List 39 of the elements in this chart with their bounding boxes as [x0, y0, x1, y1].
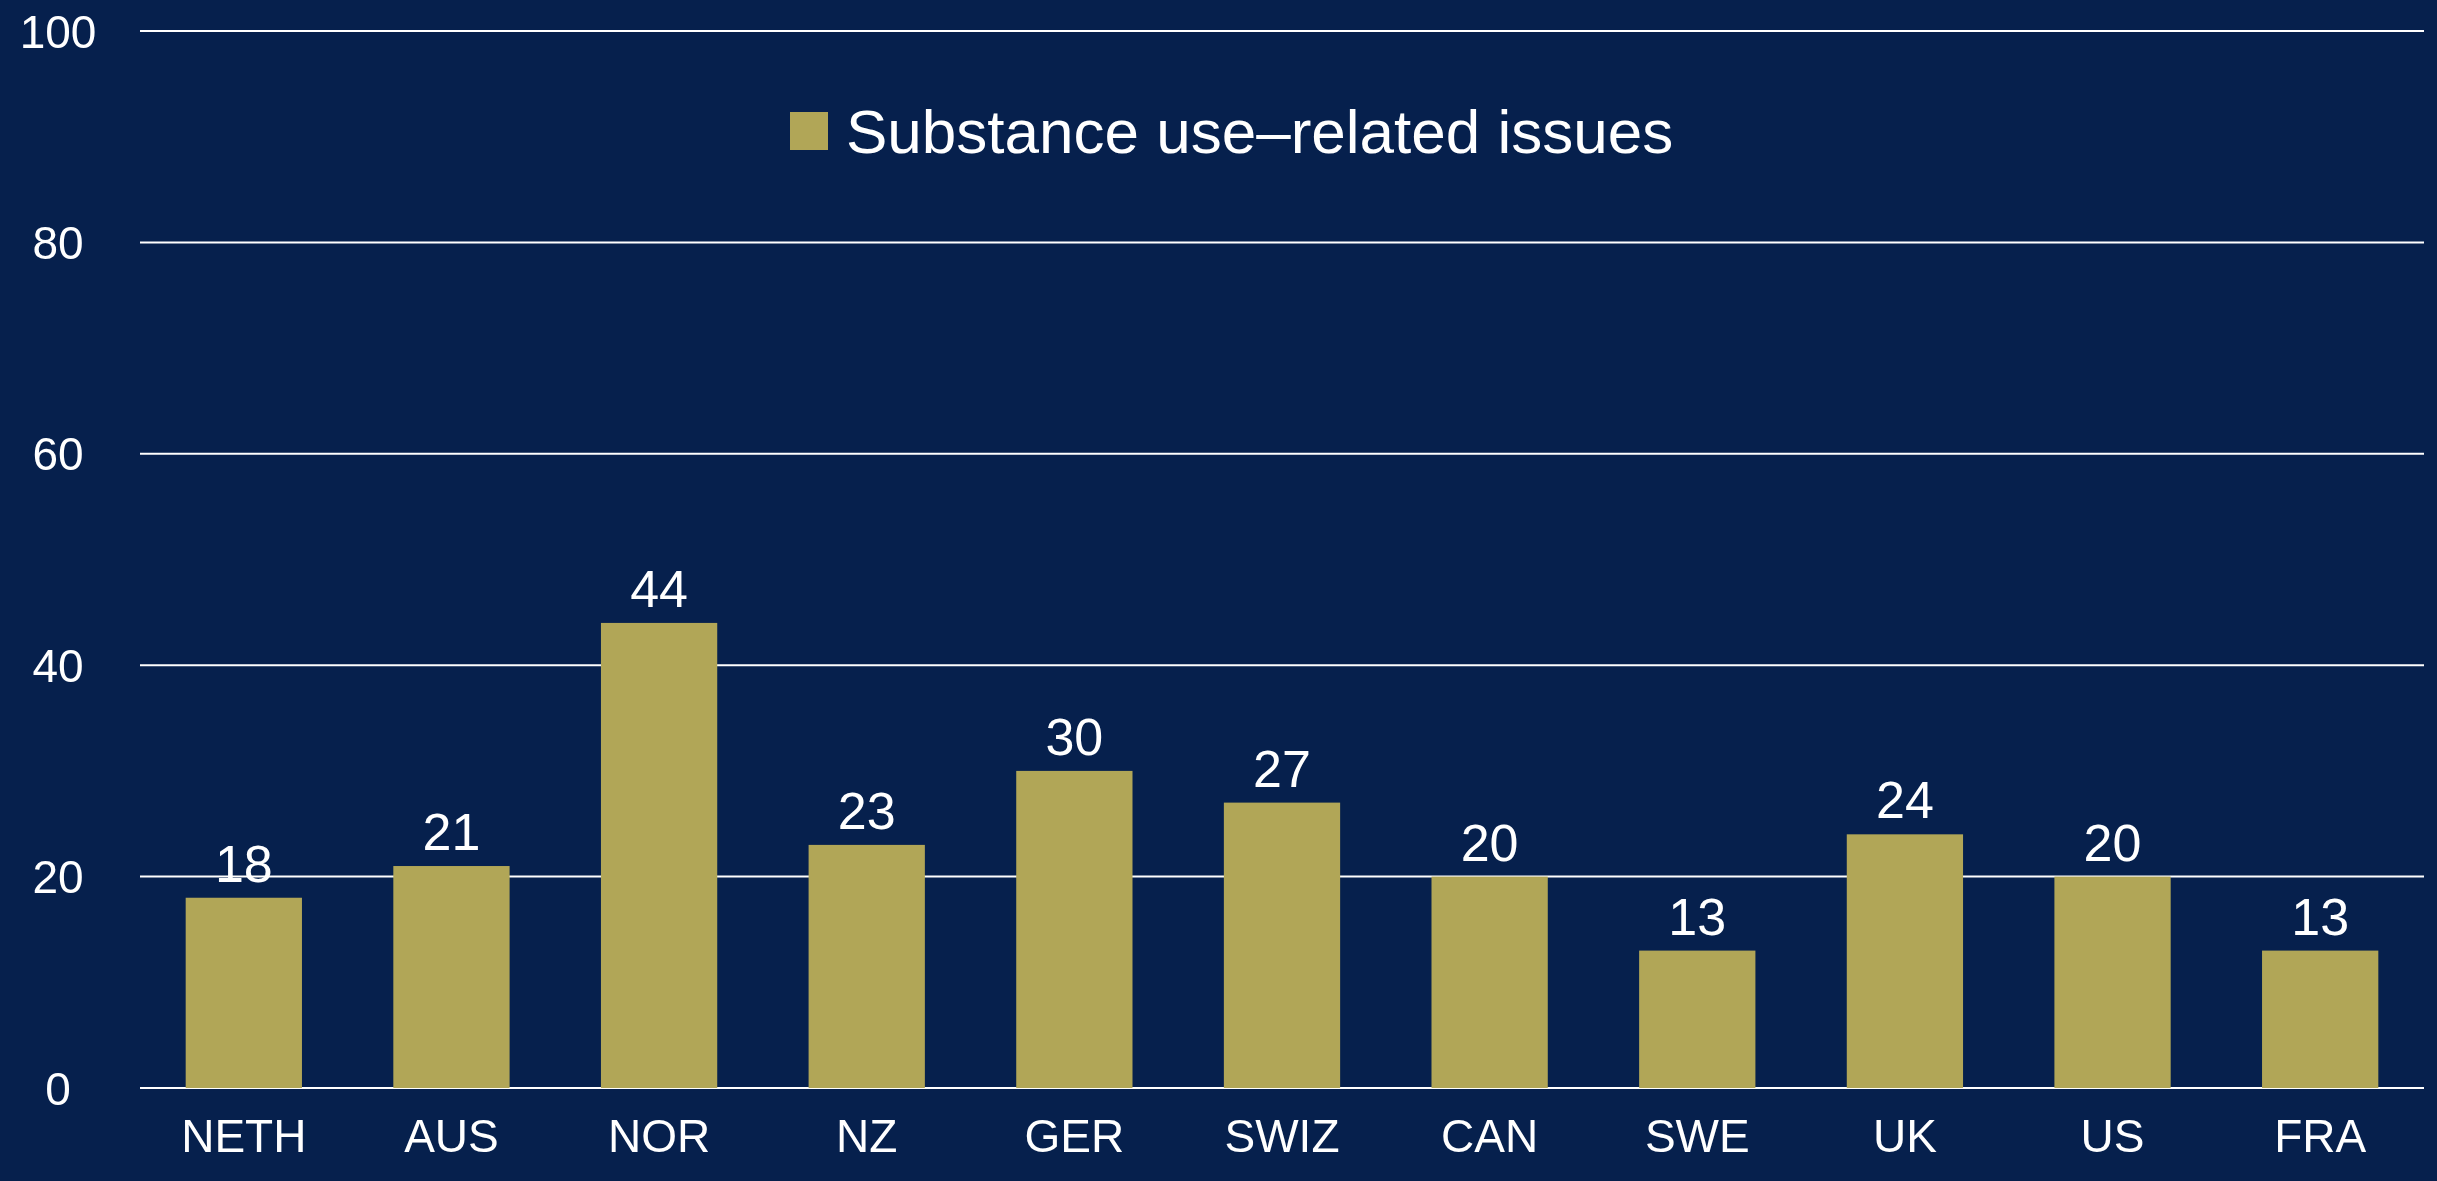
- bar: [1223, 802, 1341, 1088]
- y-tick-label: 20: [32, 851, 84, 904]
- x-tick-label: US: [2080, 1110, 2145, 1162]
- x-tick-label: FRA: [2274, 1110, 2367, 1162]
- data-label: 13: [1668, 887, 1727, 946]
- data-label: 24: [1875, 771, 1934, 830]
- x-tick-label: GER: [1024, 1110, 1125, 1162]
- data-label: 20: [1460, 813, 1519, 872]
- x-tick-label: AUS: [404, 1110, 499, 1162]
- data-label: 13: [2291, 887, 2350, 946]
- y-tick-label: 40: [32, 639, 84, 692]
- data-label: 44: [630, 559, 689, 618]
- data-label: 27: [1253, 739, 1311, 798]
- x-tick-label: SWIZ: [1224, 1110, 1340, 1162]
- bar: [2054, 876, 2171, 1088]
- x-tick-label: CAN: [1441, 1110, 1539, 1162]
- y-tick-label: 80: [32, 216, 84, 269]
- bar: [1846, 834, 1964, 1088]
- data-label: 20: [2083, 813, 2142, 872]
- data-label: 23: [837, 781, 896, 840]
- bar: [1639, 950, 1756, 1088]
- bar: [1016, 770, 1133, 1088]
- bar: [600, 622, 718, 1088]
- x-tick-label: NZ: [836, 1110, 898, 1162]
- data-label: 21: [422, 803, 481, 862]
- legend-label: Substance use–related issues: [846, 97, 1674, 167]
- bar: [393, 866, 510, 1088]
- x-tick-label: UK: [1872, 1110, 1938, 1162]
- x-tick-label: SWE: [1644, 1110, 1750, 1162]
- bar: [1431, 876, 1548, 1088]
- bar: [808, 844, 925, 1088]
- y-tick-label: 0: [45, 1062, 71, 1115]
- x-tick-label: NETH: [181, 1110, 307, 1162]
- bar: [2262, 950, 2379, 1088]
- x-tick-label: NOR: [607, 1110, 711, 1162]
- y-tick-label: 60: [32, 428, 84, 481]
- data-label: 30: [1045, 707, 1104, 766]
- y-tick-label: 100: [19, 5, 97, 58]
- bar: [185, 897, 302, 1088]
